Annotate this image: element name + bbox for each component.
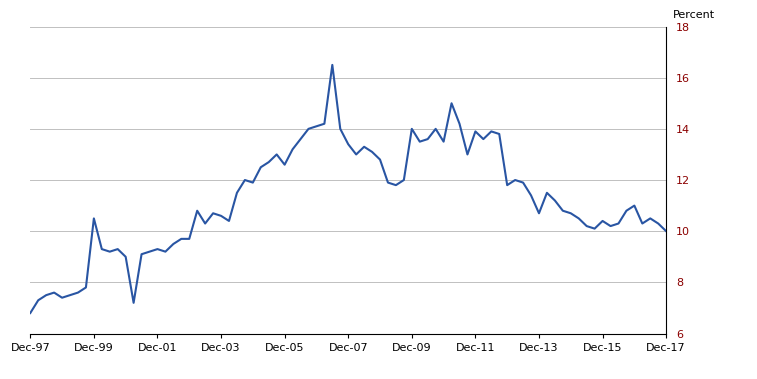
Text: Percent: Percent <box>673 9 715 20</box>
